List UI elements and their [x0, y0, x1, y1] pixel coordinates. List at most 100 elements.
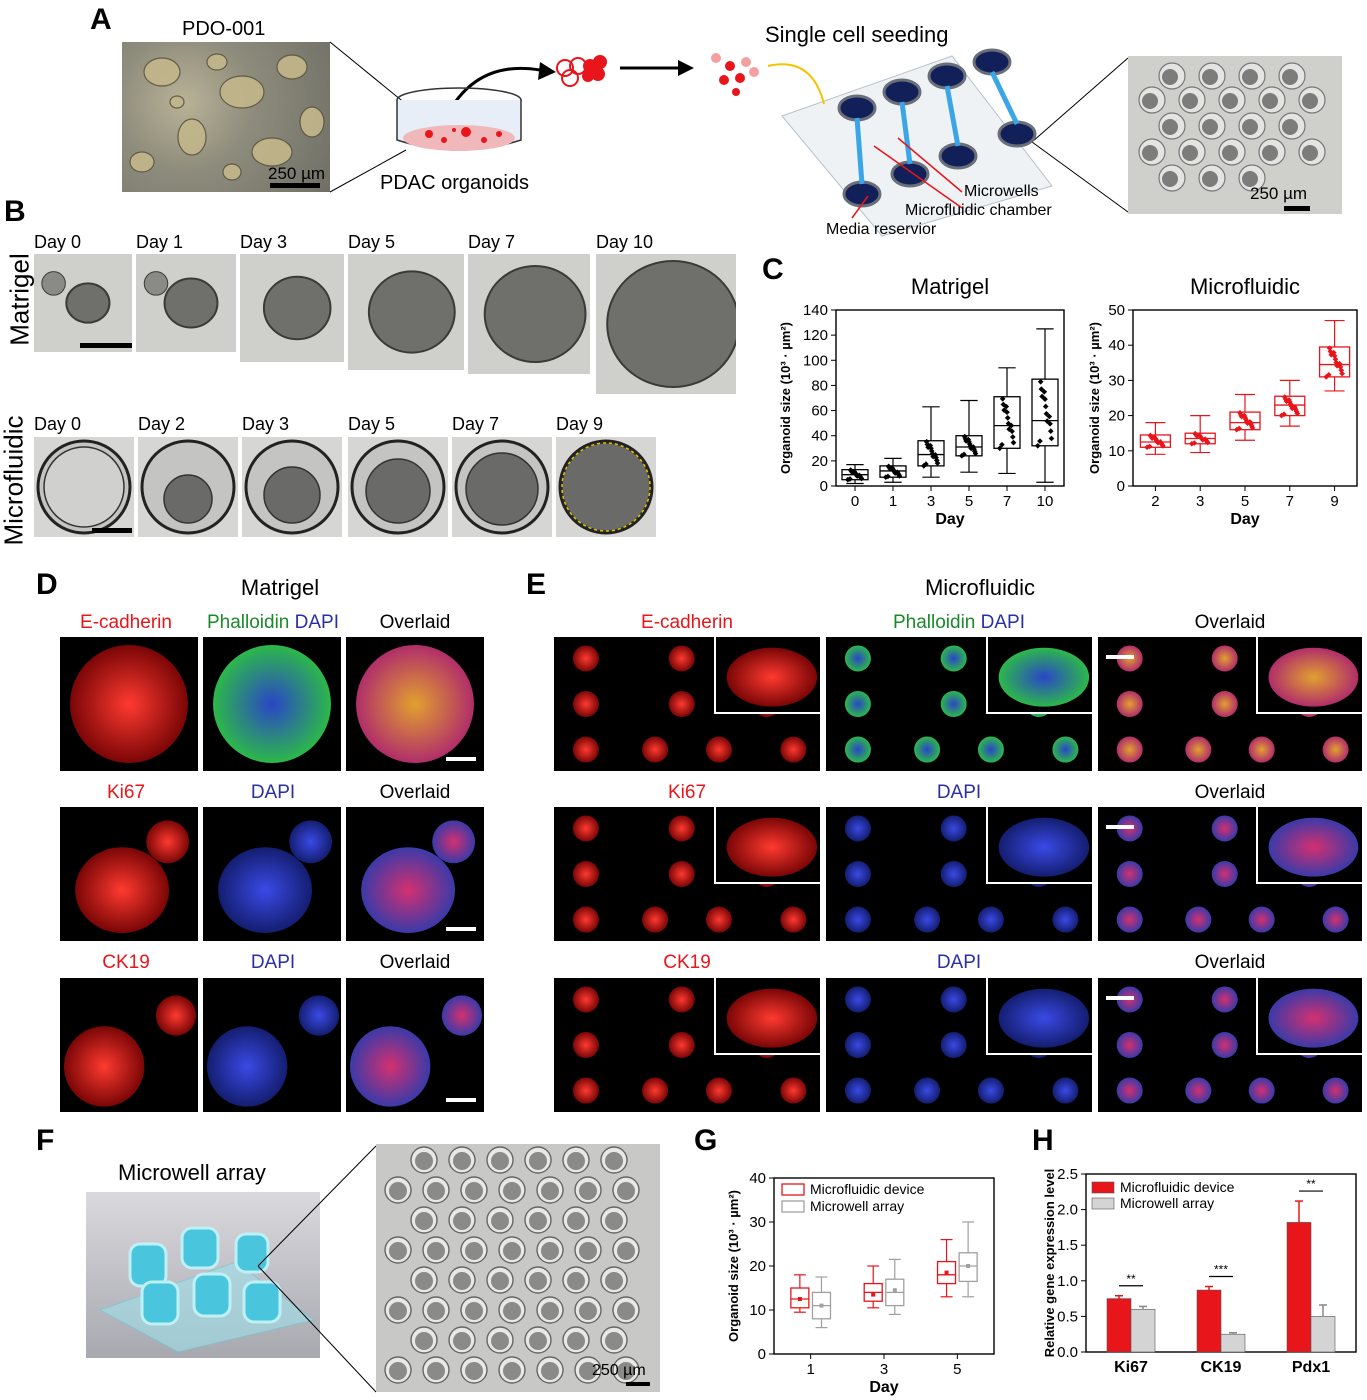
- organoid-shape: [262, 275, 332, 341]
- organoid: [465, 452, 539, 526]
- organoid-signal: [1116, 906, 1143, 933]
- row-label-matrigel: Matrigel: [4, 253, 35, 346]
- stain-label: CK19: [102, 952, 150, 973]
- organoid-signal: [844, 1032, 871, 1058]
- inset-organoid: [1268, 647, 1359, 707]
- organoid-signal: [940, 861, 967, 887]
- data-point: [970, 444, 977, 450]
- microwell-organoid: [389, 1182, 407, 1200]
- box: [1318, 346, 1351, 378]
- row-label-microfluidic: Microfluidic: [0, 415, 29, 546]
- microwell-organoid: [415, 1272, 433, 1290]
- organoid-signal: [1116, 691, 1143, 717]
- stain-label-dapi: DAPI: [250, 952, 296, 973]
- stain-image-overlay: [346, 978, 484, 1112]
- callout-reservoir: Media reservior: [826, 221, 937, 238]
- stain-label-2: DAPI: [826, 952, 1092, 974]
- organoid-signal: [844, 691, 871, 717]
- organoid: [143, 271, 169, 296]
- y-tick-label: 0.5: [1057, 1308, 1078, 1325]
- microwell-organoid: [541, 1302, 559, 1320]
- microfluidic-image: [348, 437, 448, 537]
- microwell-shape: [36, 439, 132, 535]
- y-tick-label: 60: [811, 403, 828, 420]
- microwell-organoid: [1202, 171, 1218, 187]
- scale-bar: [446, 757, 476, 761]
- microwell-organoid: [1142, 93, 1158, 109]
- organoid-signal: [1185, 1077, 1212, 1104]
- zoom-inset: [985, 637, 1092, 715]
- microfluidic-image: [242, 437, 342, 537]
- microwell-organoid: [617, 1362, 635, 1380]
- bar: [1196, 1289, 1222, 1353]
- organoid: [263, 466, 321, 524]
- stain-image-blue: [826, 637, 1092, 771]
- y-tick-label: 2.5: [1057, 1166, 1078, 1183]
- data-point: [1004, 409, 1010, 416]
- organoid-signal: [1211, 986, 1238, 1013]
- panel-label-h: H: [1032, 1124, 1054, 1157]
- data-point: [1004, 415, 1011, 421]
- organoid-signal: [940, 815, 967, 842]
- scale-bar-b2: [92, 528, 132, 533]
- x-axis-label: Day: [1230, 511, 1259, 528]
- legend-swatch: [781, 1200, 805, 1213]
- data-point: [1037, 438, 1043, 444]
- organoid-signal: [844, 906, 871, 933]
- data-point: [1046, 413, 1053, 420]
- scale-bar: [1106, 825, 1134, 829]
- stain-label: CK19: [663, 952, 711, 973]
- organoid-signal: [977, 906, 1004, 933]
- inset-organoid: [1268, 817, 1359, 877]
- box: [1139, 434, 1172, 448]
- organoid-signal: [642, 736, 669, 763]
- panel-label-a: A: [90, 3, 112, 36]
- callout-microwells: Microwells: [964, 183, 1039, 200]
- data-point: [927, 442, 934, 449]
- microwell-organoid: [1242, 69, 1258, 85]
- stain-label: E-cadherin: [80, 612, 172, 633]
- organoid-shape: [606, 260, 736, 388]
- legend-label: Microfluidic device: [810, 1181, 925, 1197]
- organoid-signal: [940, 691, 967, 717]
- organoid-signal: [1052, 736, 1079, 763]
- organoid-signal: [705, 1077, 732, 1104]
- x-axis-label: Day: [935, 511, 964, 528]
- inset-organoid: [998, 647, 1089, 707]
- x-tick-label: 10: [1037, 493, 1054, 510]
- microwell-organoid: [1162, 119, 1178, 135]
- x-tick-label: 5: [953, 1361, 961, 1378]
- data-point: [1009, 428, 1015, 435]
- chart-title: Microfluidic: [1190, 274, 1300, 299]
- x-tick-label: 1: [889, 493, 897, 510]
- organoid-signal: [1211, 645, 1238, 672]
- microwell-organoid: [453, 1272, 471, 1290]
- dish-label: PDAC organoids: [380, 172, 529, 194]
- chart-microfluidic: Microfluidic 0 10 20 30 40 50 2 3 5 7 9 Day Organoid …: [1087, 274, 1358, 528]
- y-tick-label: 2.0: [1057, 1202, 1078, 1219]
- data-point: [894, 469, 901, 476]
- inset-image: [726, 817, 817, 877]
- data-point: [923, 461, 929, 467]
- data-point: [1003, 403, 1010, 410]
- panel-f-connectors: [257, 1145, 377, 1393]
- scale-bar: [446, 927, 476, 931]
- organoid-signal: [705, 906, 732, 933]
- organoid-signal: [668, 645, 695, 672]
- data-point: [1191, 440, 1198, 446]
- data-point: [856, 472, 863, 479]
- box: [1229, 411, 1261, 431]
- organoid-signal: [705, 736, 732, 763]
- stain-image-overlay: [346, 637, 484, 771]
- organoid-signal: [940, 986, 967, 1013]
- matrigel-image: [468, 254, 590, 374]
- organoid-signal: [844, 861, 871, 887]
- microwell-organoid: [529, 1332, 547, 1350]
- organoid-signal: [1248, 1077, 1275, 1104]
- x-tick-label: Ki67: [1114, 1359, 1148, 1376]
- organoid-signal: [977, 1077, 1004, 1104]
- stain-label-2: Phalloidin DAPI: [826, 612, 1092, 634]
- panel-f-title: Microwell array: [118, 1160, 266, 1185]
- microwell-organoid: [1182, 145, 1198, 161]
